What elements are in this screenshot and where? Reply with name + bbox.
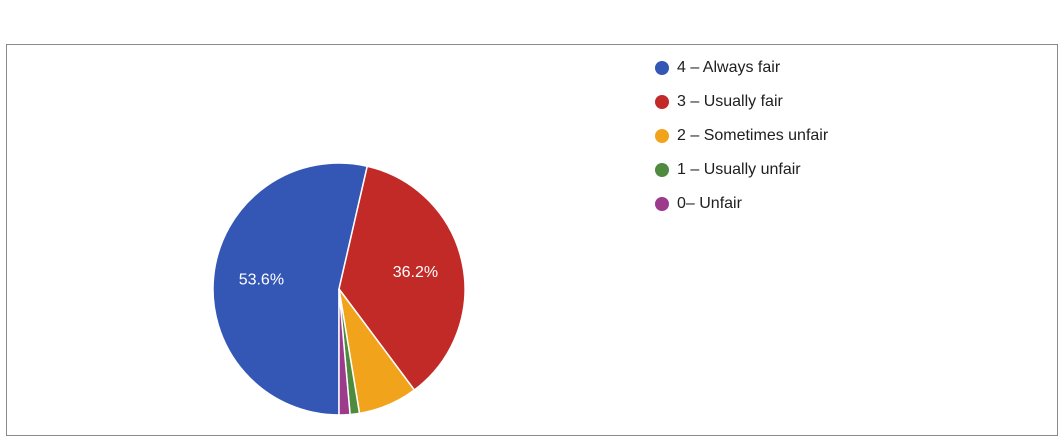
legend: 4 – Always fair 3 – Usually fair 2 – Som…	[655, 57, 828, 227]
legend-label: 0– Unfair	[677, 195, 742, 212]
legend-item: 4 – Always fair	[655, 57, 828, 79]
slice-data-label: 53.6%	[239, 271, 284, 288]
legend-swatch	[655, 61, 669, 75]
legend-swatch	[655, 163, 669, 177]
chart-frame	[6, 44, 1058, 436]
legend-label: 3 – Usually fair	[677, 93, 783, 110]
legend-label: 4 – Always fair	[677, 59, 781, 76]
legend-swatch	[655, 129, 669, 143]
pie-slice	[338, 288, 351, 416]
legend-label: 1 – Usually unfair	[677, 161, 801, 178]
pie-slice	[338, 165, 466, 392]
pie-slice	[212, 162, 369, 416]
legend-label: 2 – Sometimes unfair	[677, 127, 829, 144]
legend-item: 0– Unfair	[655, 193, 828, 215]
legend-item: 2 – Sometimes unfair	[655, 125, 828, 147]
slice-data-label: 36.2%	[393, 264, 438, 281]
legend-item: 1 – Usually unfair	[655, 159, 828, 181]
legend-swatch	[655, 95, 669, 109]
legend-item: 3 – Usually fair	[655, 91, 828, 113]
legend-swatch	[655, 197, 669, 211]
